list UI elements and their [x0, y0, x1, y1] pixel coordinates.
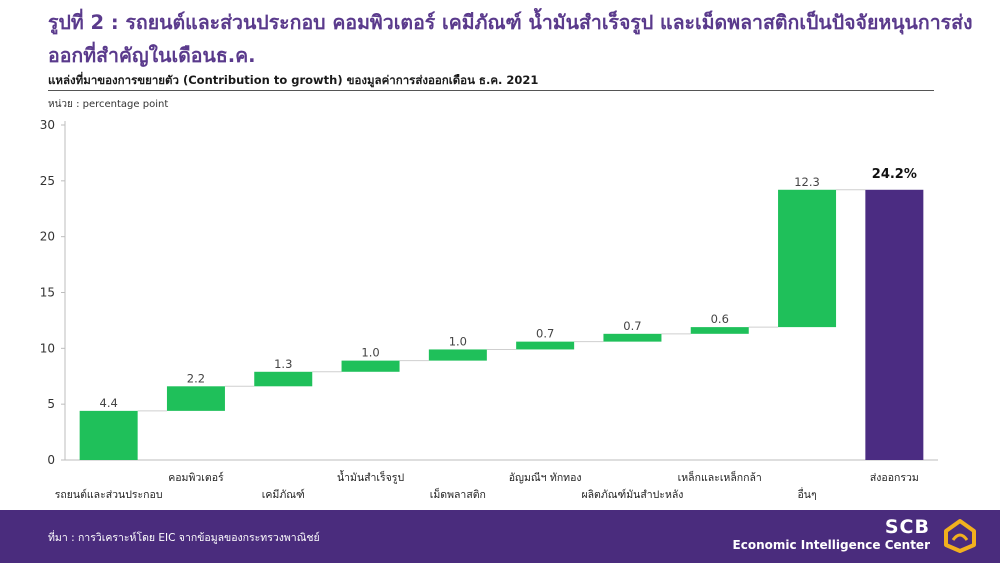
x-category-label: น้ำมันสำเร็จรูป: [337, 470, 404, 484]
contribution-bar: [166, 386, 225, 411]
total-bar: [865, 189, 924, 460]
brand-name: SCB: [884, 516, 930, 538]
data-label: 2.2: [187, 371, 205, 385]
data-label: 0.6: [711, 312, 729, 326]
x-category-label: อัญมณีฯ ทักทอง: [509, 471, 582, 484]
contribution-bar: [254, 371, 313, 387]
footer-bar: ที่มา : การวิเคราะห์โดย EIC จากข้อมูลของ…: [0, 510, 1000, 563]
header-divider: [48, 90, 934, 91]
y-tick-label: 30: [40, 118, 55, 132]
chart-title: รูปที่ 2 : รถยนต์และส่วนประกอบ คอมพิวเตอ…: [48, 11, 973, 67]
x-category-label: เหล็กและเหล็กกล้า: [678, 470, 762, 484]
contribution-bar: [778, 189, 837, 328]
data-label: 0.7: [536, 327, 554, 341]
data-label: 24.2%: [872, 167, 917, 182]
data-label: 12.3: [794, 175, 820, 189]
contribution-bar: [79, 410, 138, 460]
contribution-bar: [603, 333, 662, 342]
chart-subtitle: แหล่งที่มาของการขยายตัว (Contribution to…: [48, 73, 539, 87]
y-tick-label: 5: [47, 397, 55, 411]
x-category-label: เคมีภัณฑ์: [262, 488, 305, 501]
x-category-label: คอมพิวเตอร์: [168, 471, 224, 484]
contribution-bar: [428, 349, 487, 361]
data-label: 4.4: [100, 396, 118, 410]
unit-label: หน่วย : percentage point: [48, 99, 169, 110]
x-category-label: อื่นๆ: [797, 487, 816, 501]
x-category-label: รถยนต์และส่วนประกอบ: [55, 488, 163, 501]
x-category-label: ส่งออกรวม: [870, 472, 919, 484]
y-tick-label: 20: [40, 230, 55, 244]
data-label: 1.0: [361, 346, 379, 360]
waterfall-chart: 0 5 10 15 20 25 30 4.4 รถยนต์และส่วนประกอบ 2.2 คอม…: [40, 118, 938, 501]
y-tick-label: 0: [47, 453, 55, 467]
x-category-label: เม็ดพลาสติก: [430, 487, 486, 501]
brand-tagline: Economic Intelligence Center: [732, 538, 930, 552]
contribution-bar: [690, 327, 749, 334]
scb-lotus-icon: [944, 519, 976, 553]
y-tick-label: 15: [40, 286, 55, 300]
data-label: 1.3: [274, 357, 292, 371]
y-tick-label: 10: [40, 341, 55, 355]
data-label: 1.0: [449, 334, 467, 348]
contribution-bar: [341, 360, 400, 372]
source-note: ที่มา : การวิเคราะห์โดย EIC จากข้อมูลของ…: [48, 532, 320, 544]
x-category-label: ผลิตภัณฑ์มันสำปะหลัง: [581, 488, 683, 501]
y-tick-label: 25: [40, 174, 55, 188]
contribution-bar: [516, 341, 575, 350]
data-label: 0.7: [623, 319, 641, 333]
